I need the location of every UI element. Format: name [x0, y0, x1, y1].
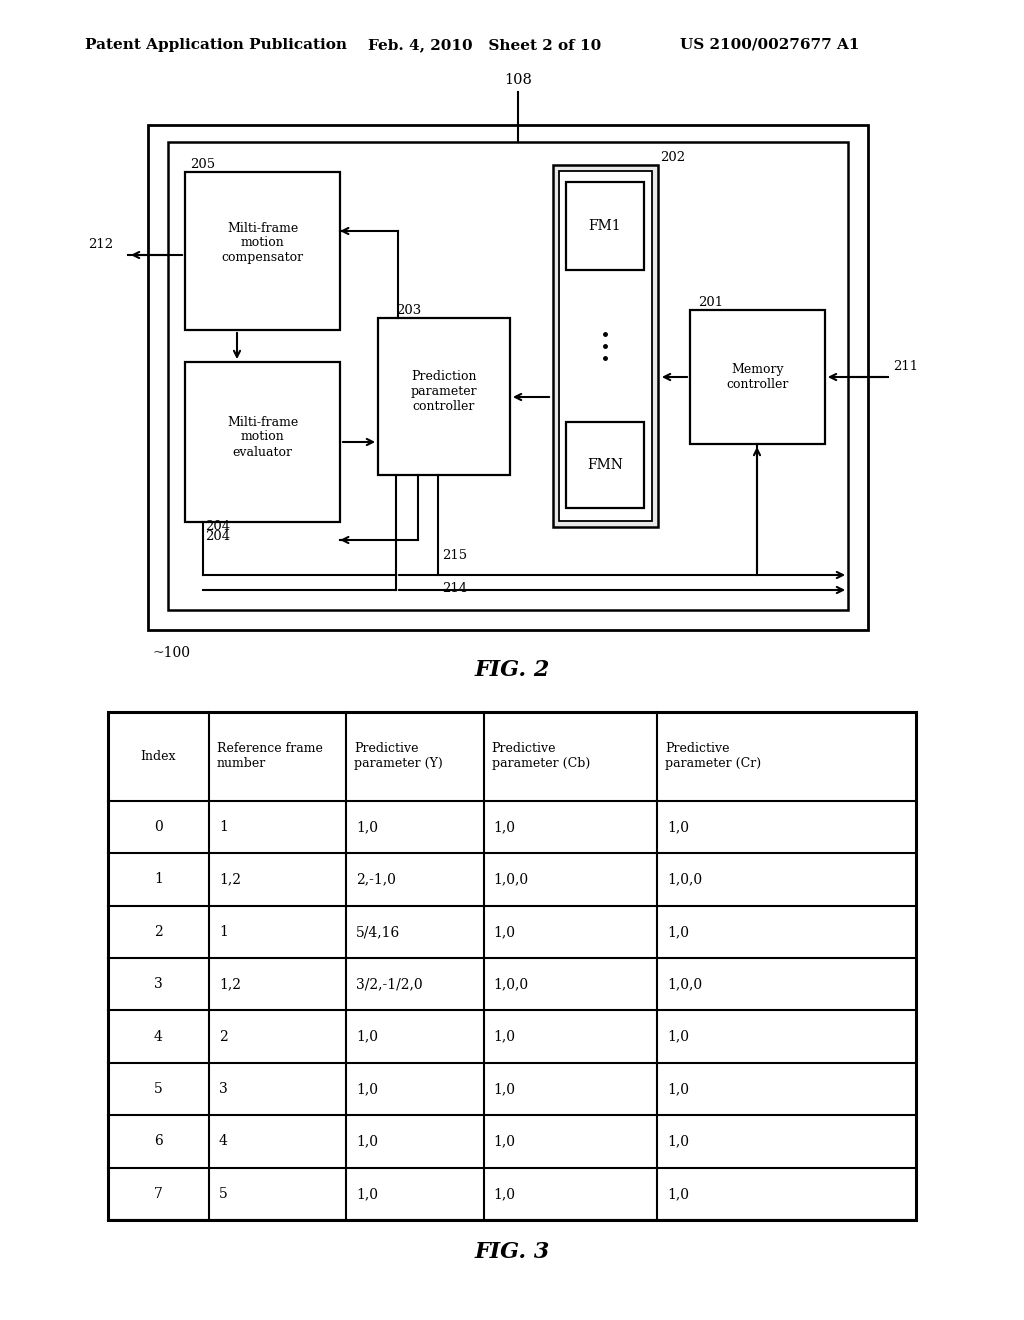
Text: 1: 1 — [154, 873, 163, 887]
Text: FIG. 3: FIG. 3 — [474, 1241, 550, 1263]
Bar — [566, 422, 644, 508]
Text: Milti-frame
motion
compensator: Milti-frame motion compensator — [221, 222, 303, 264]
Text: 1,0: 1,0 — [494, 1187, 516, 1201]
Text: 1,0: 1,0 — [668, 1030, 689, 1044]
Text: 215: 215 — [442, 549, 467, 562]
Text: 212: 212 — [88, 238, 113, 251]
Text: 1,0: 1,0 — [356, 1134, 378, 1148]
Text: 1,0: 1,0 — [356, 1030, 378, 1044]
Bar — [566, 182, 644, 271]
Text: Milti-frame
motion
evaluator: Milti-frame motion evaluator — [227, 416, 298, 458]
Text: Memory
controller: Memory controller — [726, 363, 788, 391]
Text: 2: 2 — [155, 925, 163, 939]
Text: Index: Index — [140, 750, 176, 763]
Text: 3: 3 — [219, 1082, 227, 1096]
Text: 204: 204 — [205, 531, 230, 543]
Text: 1,0: 1,0 — [668, 1082, 689, 1096]
Text: 201: 201 — [698, 296, 723, 309]
Text: 1: 1 — [219, 820, 228, 834]
Bar — [148, 125, 868, 630]
Text: 4: 4 — [154, 1030, 163, 1044]
Text: Reference frame
number: Reference frame number — [217, 742, 323, 771]
Text: 1,0: 1,0 — [668, 1187, 689, 1201]
Text: 1,0: 1,0 — [356, 1187, 378, 1201]
Bar — [168, 143, 848, 610]
Text: 1,2: 1,2 — [219, 873, 241, 887]
Text: 4: 4 — [219, 1134, 228, 1148]
Bar — [378, 318, 510, 475]
Text: 5/4,16: 5/4,16 — [356, 925, 400, 939]
Text: 7: 7 — [154, 1187, 163, 1201]
Text: Predictive
parameter (Cb): Predictive parameter (Cb) — [492, 742, 590, 771]
Text: 1,0,0: 1,0,0 — [668, 873, 702, 887]
Text: 1,0: 1,0 — [494, 1134, 516, 1148]
Text: 6: 6 — [155, 1134, 163, 1148]
Text: Patent Application Publication: Patent Application Publication — [85, 38, 347, 51]
Text: Predictive
parameter (Cr): Predictive parameter (Cr) — [666, 742, 762, 771]
Text: 214: 214 — [442, 582, 467, 595]
Text: 1,0: 1,0 — [494, 1030, 516, 1044]
Bar — [185, 362, 340, 521]
Text: 5: 5 — [219, 1187, 227, 1201]
Bar — [559, 172, 652, 521]
Text: 1,0: 1,0 — [494, 1082, 516, 1096]
Text: US 2100/0027677 A1: US 2100/0027677 A1 — [680, 38, 859, 51]
Text: 205: 205 — [190, 158, 215, 172]
Text: 1,0: 1,0 — [668, 925, 689, 939]
Text: 1,2: 1,2 — [219, 977, 241, 991]
Text: 3: 3 — [155, 977, 163, 991]
Text: FIG. 2: FIG. 2 — [474, 659, 550, 681]
Text: Prediction
parameter
controller: Prediction parameter controller — [411, 370, 477, 413]
Text: 1,0,0: 1,0,0 — [494, 977, 528, 991]
Text: 1,0: 1,0 — [494, 925, 516, 939]
Text: 1: 1 — [219, 925, 228, 939]
Text: 1,0: 1,0 — [668, 1134, 689, 1148]
Text: ~100: ~100 — [153, 645, 191, 660]
Text: 5: 5 — [155, 1082, 163, 1096]
Text: 203: 203 — [396, 304, 421, 317]
Text: 211: 211 — [893, 360, 919, 374]
Text: Feb. 4, 2010   Sheet 2 of 10: Feb. 4, 2010 Sheet 2 of 10 — [368, 38, 601, 51]
Bar — [690, 310, 825, 444]
Text: 1,0,0: 1,0,0 — [668, 977, 702, 991]
Text: 108: 108 — [504, 73, 531, 87]
Text: 1,0: 1,0 — [494, 820, 516, 834]
Text: 1,0,0: 1,0,0 — [494, 873, 528, 887]
Text: 2: 2 — [219, 1030, 227, 1044]
Text: 2,-1,0: 2,-1,0 — [356, 873, 396, 887]
Text: 0: 0 — [155, 820, 163, 834]
Text: 1,0: 1,0 — [356, 820, 378, 834]
Text: 1,0: 1,0 — [668, 820, 689, 834]
Bar — [185, 172, 340, 330]
Bar — [108, 711, 916, 1220]
Text: 1,0: 1,0 — [356, 1082, 378, 1096]
Text: 204: 204 — [205, 520, 230, 533]
Text: 3/2,-1/2,0: 3/2,-1/2,0 — [356, 977, 423, 991]
Text: FMN: FMN — [587, 458, 623, 473]
Bar — [553, 165, 658, 527]
Text: FM1: FM1 — [589, 219, 622, 234]
Text: Predictive
parameter (Y): Predictive parameter (Y) — [354, 742, 443, 771]
Text: 202: 202 — [660, 150, 685, 164]
